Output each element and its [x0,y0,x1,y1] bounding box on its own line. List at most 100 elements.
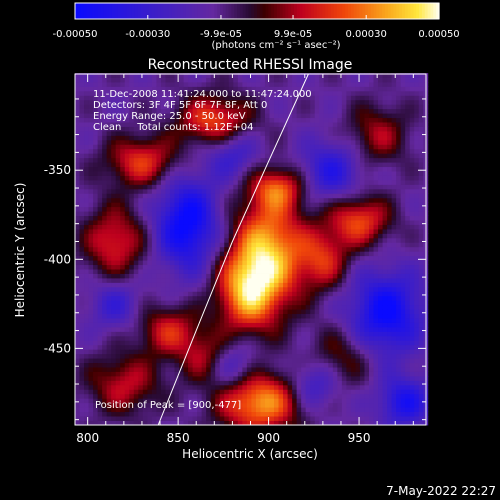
heatmap-cell [201,99,207,105]
heatmap-cell [124,340,130,346]
heatmap-cell [337,135,343,141]
heatmap-cell [310,278,316,283]
heatmap-cell [246,269,252,274]
colorbar-swatch [109,3,113,19]
heatmap-cell [210,255,216,261]
heatmap-cell [332,416,338,421]
heatmap-cell [97,211,103,217]
heatmap-cell [310,362,316,368]
heatmap-cell [219,362,225,368]
heatmap-cell [169,184,175,190]
heatmap-cell [237,295,243,301]
heatmap-cell [319,220,325,225]
heatmap-cell [337,215,343,221]
heatmap-cell [120,420,126,426]
heatmap-cell [215,322,221,328]
heatmap-cell [129,376,135,381]
heatmap-cell [346,255,352,261]
heatmap-cell [115,313,121,319]
heatmap-cell [274,304,279,310]
heatmap-cell [319,131,325,136]
heatmap-cell [124,411,130,417]
heatmap-cell [197,215,203,221]
heatmap-cell [283,77,288,83]
heatmap-cell [283,224,288,230]
heatmap-cell [151,73,157,78]
heatmap-cell [138,206,144,212]
heatmap-cell [169,99,175,105]
heatmap-cell [111,286,117,292]
heatmap-cell [260,197,266,203]
heatmap-cell [210,104,216,110]
heatmap-cell [106,237,112,243]
heatmap-cell [260,82,266,87]
heatmap-cell [120,220,126,225]
heatmap-cell [84,398,89,404]
heatmap-cell [237,77,243,83]
heatmap-cell [120,353,126,359]
heatmap-cell [147,327,153,332]
heatmap-cell [179,362,184,368]
heatmap-cell [296,313,302,319]
heatmap-cell [314,313,320,319]
heatmap-cell [260,358,266,364]
heatmap-cell [165,402,171,408]
heatmap-cell [287,327,293,332]
heatmap-cell [287,384,293,390]
heatmap-cell [169,251,175,257]
heatmap-cell [102,358,108,364]
heatmap-cell [278,286,284,292]
heatmap-cell [210,322,216,328]
heatmap-cell [246,197,252,203]
heatmap-cell [120,402,126,408]
heatmap-cell [115,358,121,364]
heatmap-cell [292,251,298,257]
heatmap-cell [292,242,298,248]
colorbar-swatch [154,3,159,19]
heatmap-cell [201,402,207,408]
heatmap-cell [174,251,180,257]
heatmap-cell [341,260,347,266]
heatmap-cell [160,389,166,395]
heatmap-cell [264,251,270,257]
heatmap-cell [246,349,252,355]
heatmap-cell [251,108,257,114]
heatmap-cell [93,255,99,261]
heatmap-cell [319,344,325,350]
heatmap-cell [169,411,175,417]
heatmap-cell [287,113,293,119]
heatmap-cell [151,104,157,110]
heatmap-cell [188,188,193,194]
heatmap-cell [310,295,316,301]
heatmap-cell [111,95,117,101]
heatmap-cell [138,237,144,243]
heatmap-cell [79,131,85,136]
heatmap-cell [242,420,248,426]
heatmap-cell [264,197,270,203]
heatmap-cell [129,264,135,270]
heatmap-cell [102,295,108,301]
heatmap-cell [269,246,275,252]
heatmap-cell [111,202,117,208]
heatmap-cell [269,117,275,123]
heatmap-cell [341,331,347,337]
heatmap-cell [264,99,270,105]
heatmap-cell [93,126,99,132]
heatmap-cell [138,264,144,270]
heatmap-cell [346,313,352,319]
heatmap-cell [219,131,225,136]
heatmap-cell [278,251,284,257]
heatmap-cell [346,95,352,101]
heatmap-cell [160,286,166,292]
heatmap-cell [210,202,216,208]
heatmap-cell [310,398,316,404]
heatmap-cell [142,376,148,381]
heatmap-cell [111,300,117,306]
heatmap-cell [124,416,130,421]
heatmap-cell [228,215,234,221]
heatmap-cell [310,175,316,181]
heatmap-cell [278,157,284,163]
heatmap-cell [350,384,356,390]
heatmap-cell [287,380,293,386]
heatmap-cell [251,313,257,319]
